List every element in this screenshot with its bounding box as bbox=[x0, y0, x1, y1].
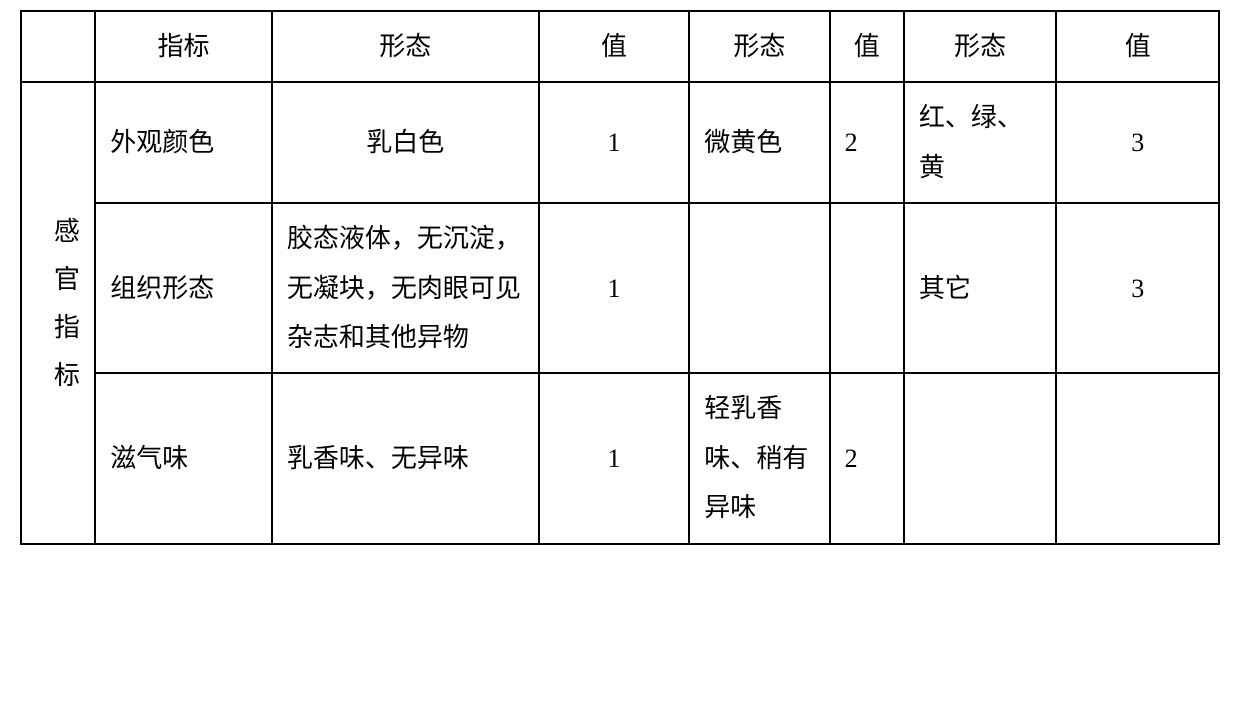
table-row: 组织形态 胶态液体，无沉淀，无凝块，无肉眼可见杂志和其他异物 1 其它 3 bbox=[21, 203, 1219, 373]
value3-cell: 3 bbox=[1056, 82, 1219, 203]
state1-cell: 胶态液体，无沉淀，无凝块，无肉眼可见杂志和其他异物 bbox=[272, 203, 539, 373]
state1-cell: 乳白色 bbox=[272, 82, 539, 203]
value3-cell bbox=[1056, 373, 1219, 543]
header-value-1: 值 bbox=[539, 11, 690, 82]
table-row: 感官指标 外观颜色 乳白色 1 微黄色 2 红、绿、黄 3 bbox=[21, 82, 1219, 203]
state2-cell: 轻乳香味、稍有异味 bbox=[689, 373, 829, 543]
value1-cell: 1 bbox=[539, 82, 690, 203]
value3-cell: 3 bbox=[1056, 203, 1219, 373]
rowgroup-label-cell: 感官指标 bbox=[21, 82, 95, 543]
indicator-cell: 滋气味 bbox=[95, 373, 272, 543]
header-blank bbox=[21, 11, 95, 82]
rowgroup-label: 感官指标 bbox=[40, 217, 89, 409]
header-state-1: 形态 bbox=[272, 11, 539, 82]
value1-cell: 1 bbox=[539, 373, 690, 543]
header-row: 指标 形态 值 形态 值 形态 值 bbox=[21, 11, 1219, 82]
state3-cell: 红、绿、黄 bbox=[904, 82, 1057, 203]
value1-cell: 1 bbox=[539, 203, 690, 373]
value2-cell bbox=[830, 203, 904, 373]
state2-cell: 微黄色 bbox=[689, 82, 829, 203]
state1-cell: 乳香味、无异味 bbox=[272, 373, 539, 543]
header-value-3: 值 bbox=[1056, 11, 1219, 82]
value2-cell: 2 bbox=[830, 82, 904, 203]
sensory-table: 指标 形态 值 形态 值 形态 值 感官指标 外观颜色 乳白色 1 微黄色 2 … bbox=[20, 10, 1220, 545]
state3-cell bbox=[904, 373, 1057, 543]
header-state-3: 形态 bbox=[904, 11, 1057, 82]
value2-cell: 2 bbox=[830, 373, 904, 543]
header-indicator: 指标 bbox=[95, 11, 272, 82]
header-state-2: 形态 bbox=[689, 11, 829, 82]
state3-cell: 其它 bbox=[904, 203, 1057, 373]
indicator-cell: 外观颜色 bbox=[95, 82, 272, 203]
indicator-cell: 组织形态 bbox=[95, 203, 272, 373]
header-value-2: 值 bbox=[830, 11, 904, 82]
state2-cell bbox=[689, 203, 829, 373]
table-row: 滋气味 乳香味、无异味 1 轻乳香味、稍有异味 2 bbox=[21, 373, 1219, 543]
